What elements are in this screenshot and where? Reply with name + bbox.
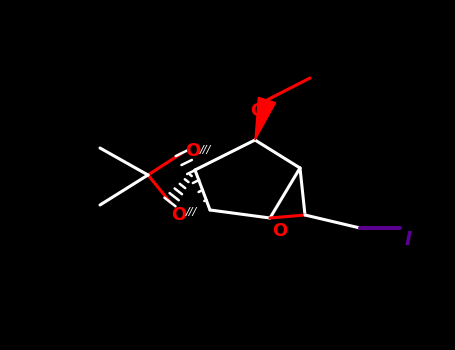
Polygon shape: [255, 97, 276, 140]
Text: O: O: [185, 142, 200, 160]
Text: O: O: [272, 222, 287, 240]
Text: O: O: [171, 206, 186, 224]
Text: ///: ///: [200, 145, 211, 155]
Text: I: I: [405, 230, 412, 249]
Text: O: O: [250, 102, 265, 120]
Text: ///: ///: [186, 207, 197, 217]
